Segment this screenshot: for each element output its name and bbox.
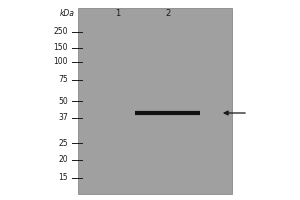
Text: 50: 50 [58, 97, 68, 106]
Text: 100: 100 [53, 58, 68, 66]
Text: 75: 75 [58, 75, 68, 84]
Text: 250: 250 [53, 27, 68, 36]
Text: 25: 25 [58, 138, 68, 147]
Text: 2: 2 [165, 9, 171, 19]
Text: 15: 15 [58, 174, 68, 182]
Text: kDa: kDa [60, 9, 75, 19]
Text: 37: 37 [58, 114, 68, 122]
Text: 20: 20 [58, 156, 68, 164]
Bar [78, 8, 232, 194]
Text: 150: 150 [53, 44, 68, 52]
Text: 1: 1 [116, 9, 121, 19]
